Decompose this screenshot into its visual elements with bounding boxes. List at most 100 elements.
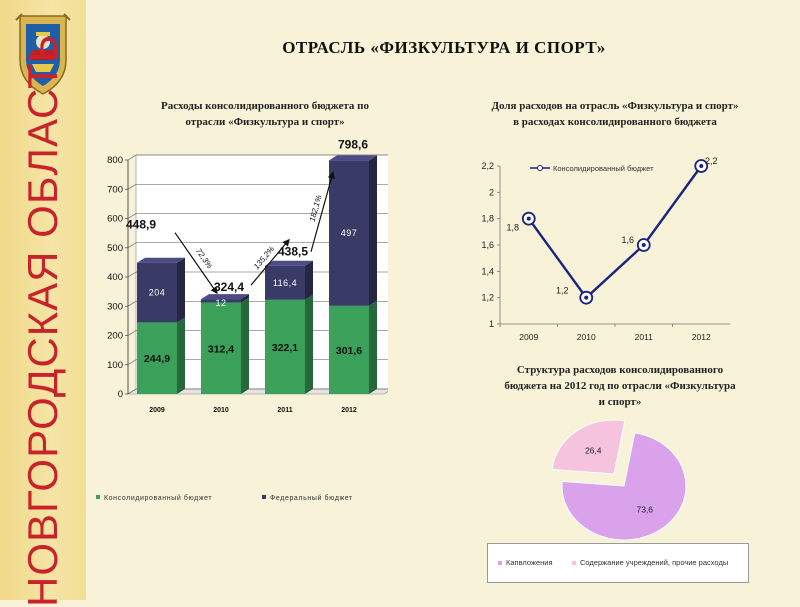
data-label: 1,2: [556, 286, 569, 296]
line-chart-title-line-1: Доля расходов на отрасль «Физкультура и …: [491, 100, 739, 112]
bar-segment-0: [201, 302, 241, 394]
gridline: [127, 154, 388, 161]
pie-slice-label: 26,4: [585, 445, 602, 455]
series-line: [527, 165, 703, 300]
pie-chart-title-line-2: бюджета на 2012 год по отрасли «Физкульт…: [504, 380, 736, 392]
data-point-core: [641, 243, 646, 247]
bar-side-1: [369, 155, 377, 306]
legend-swatch: [498, 561, 502, 566]
gridline: [127, 242, 388, 249]
bar-total-label: 798,6: [338, 137, 368, 151]
legend-label: Консолидированный бюджет: [553, 164, 654, 173]
pie-slice-label: 73,6: [636, 505, 653, 515]
pie-legend: Капвложения Содержание учреждений, прочи…: [487, 543, 749, 583]
bar-value-label: 204: [149, 288, 166, 298]
region-title: НОВГОРОДСКАЯ ОБЛАСТЬ: [19, 33, 66, 607]
sidebar: НОВГОРОДСКАЯ ОБЛАСТЬ: [0, 0, 86, 607]
bar-segment-1: [201, 299, 241, 303]
growth-arrow: [250, 238, 290, 286]
x-tick-label: 2010: [577, 332, 596, 342]
y-tick-label: 1,2: [481, 293, 494, 303]
pie-slice: [561, 432, 687, 540]
growth-arrow: [174, 232, 218, 295]
gridline: [127, 183, 388, 190]
bar-side-1: [241, 294, 249, 303]
y-tick-label: 100: [107, 360, 123, 371]
y-tick-label: 1: [489, 319, 494, 329]
bar-segment-0: [265, 299, 305, 394]
bar-segment-1: [329, 160, 369, 306]
bar-side-0: [241, 297, 249, 394]
x-tick-label: 2009: [149, 407, 165, 414]
gridline: [127, 213, 388, 219]
bar-segment-0: [137, 322, 177, 394]
bar-segment-0: [329, 305, 369, 394]
x-tick-label: 2012: [341, 407, 357, 414]
pie-legend-item-capex: Капвложения: [498, 558, 553, 567]
x-tick-label: 2011: [277, 407, 292, 414]
data-label: 1,6: [621, 235, 634, 245]
bar-value-label: 312,4: [208, 343, 234, 355]
x-tick-label: 2010: [213, 407, 229, 414]
coat-of-arms-icon: [15, 13, 71, 95]
legend-label: Федеральный бюджет: [270, 494, 353, 502]
y-tick-label: 400: [107, 272, 123, 283]
bar-side-0: [177, 317, 185, 394]
bar-value-label: 497: [341, 228, 358, 238]
data-point-core: [699, 164, 704, 168]
bar-value-label: 116,4: [273, 278, 297, 288]
bar-total-label: 324,4: [214, 280, 244, 294]
data-label: 2,2: [705, 156, 718, 166]
bar-chart-title: Расходы консолидированного бюджета по от…: [130, 98, 400, 130]
bar-side-1: [177, 257, 185, 323]
y-tick-label: 1,8: [481, 214, 494, 224]
bar-side-0: [369, 300, 377, 394]
y-tick-label: 2,2: [481, 161, 494, 171]
bar-total-label: 438,5: [278, 245, 308, 259]
y-tick-label: 600: [107, 214, 123, 225]
line-chart-title-line-2: в расходах консолидированного бюджета: [513, 116, 717, 128]
bar-value-label: 322,1: [272, 342, 298, 354]
legend-label: Консолидированный бюджет: [104, 494, 212, 502]
growth-arrow: [310, 171, 335, 252]
y-tick-label: 700: [107, 184, 123, 195]
bar-value-label: 12: [215, 298, 226, 308]
pie-chart: 73,6 26,4: [551, 419, 687, 540]
legend-swatch: [262, 495, 266, 499]
bar-chart-title-line-1: Расходы консолидированного бюджета по: [161, 100, 369, 112]
bar-value-label: 301,6: [336, 345, 362, 357]
bar-side-0: [305, 294, 313, 394]
pie-chart-title-line-3: и спорт»: [598, 396, 642, 408]
pie-slice: [551, 419, 626, 475]
y-tick-label: 2: [489, 187, 494, 197]
line-chart: 1 1,2 1,4 1,6 1,8 2 2,2 2009 2010 2011 2012 1,8 1,2 1…: [481, 156, 730, 342]
bar-top-1: [137, 257, 185, 263]
x-tick-label: 2011: [635, 332, 654, 342]
y-tick-label: 800: [107, 155, 123, 166]
y-tick-label: 300: [107, 301, 123, 312]
pie-chart-title-line-1: Структура расходов консолидированного: [516, 364, 724, 376]
data-label: 1,8: [506, 223, 519, 233]
bar-segment-1: [137, 262, 177, 323]
line-chart-title: Доля расходов на отрасль «Физкультура и …: [440, 98, 790, 130]
bar-value-label: 244,9: [144, 353, 170, 365]
pie-legend-item-maintenance: Содержание учреждений, прочие расходы: [572, 558, 728, 567]
bar-chart: 0 100 200 300 400 500 600 700 800 244,9 204 2009 312…: [96, 137, 388, 502]
y-tick-label: 200: [107, 331, 123, 342]
bar-top-1: [201, 294, 249, 300]
bar-chart-title-line-2: отрасли «Физкультура и спорт»: [185, 116, 345, 128]
y-tick-label: 0: [118, 389, 123, 400]
y-tick-label: 500: [107, 243, 123, 254]
legend-label: Капвложения: [506, 558, 553, 567]
page-title: ОТРАСЛЬ «ФИЗКУЛЬТУРА И СПОРТ»: [282, 38, 606, 57]
legend-marker: [537, 165, 543, 171]
x-tick-label: 2009: [519, 332, 538, 342]
data-point-core: [526, 216, 531, 221]
legend-swatch: [96, 495, 100, 499]
bar-total-label: 448,9: [126, 218, 156, 232]
x-tick-label: 2012: [692, 332, 711, 342]
bar-top-1: [265, 260, 313, 266]
data-point-core: [584, 295, 589, 300]
bar-segment-1: [265, 265, 305, 300]
legend-label: Содержание учреждений, прочие расходы: [580, 558, 729, 567]
